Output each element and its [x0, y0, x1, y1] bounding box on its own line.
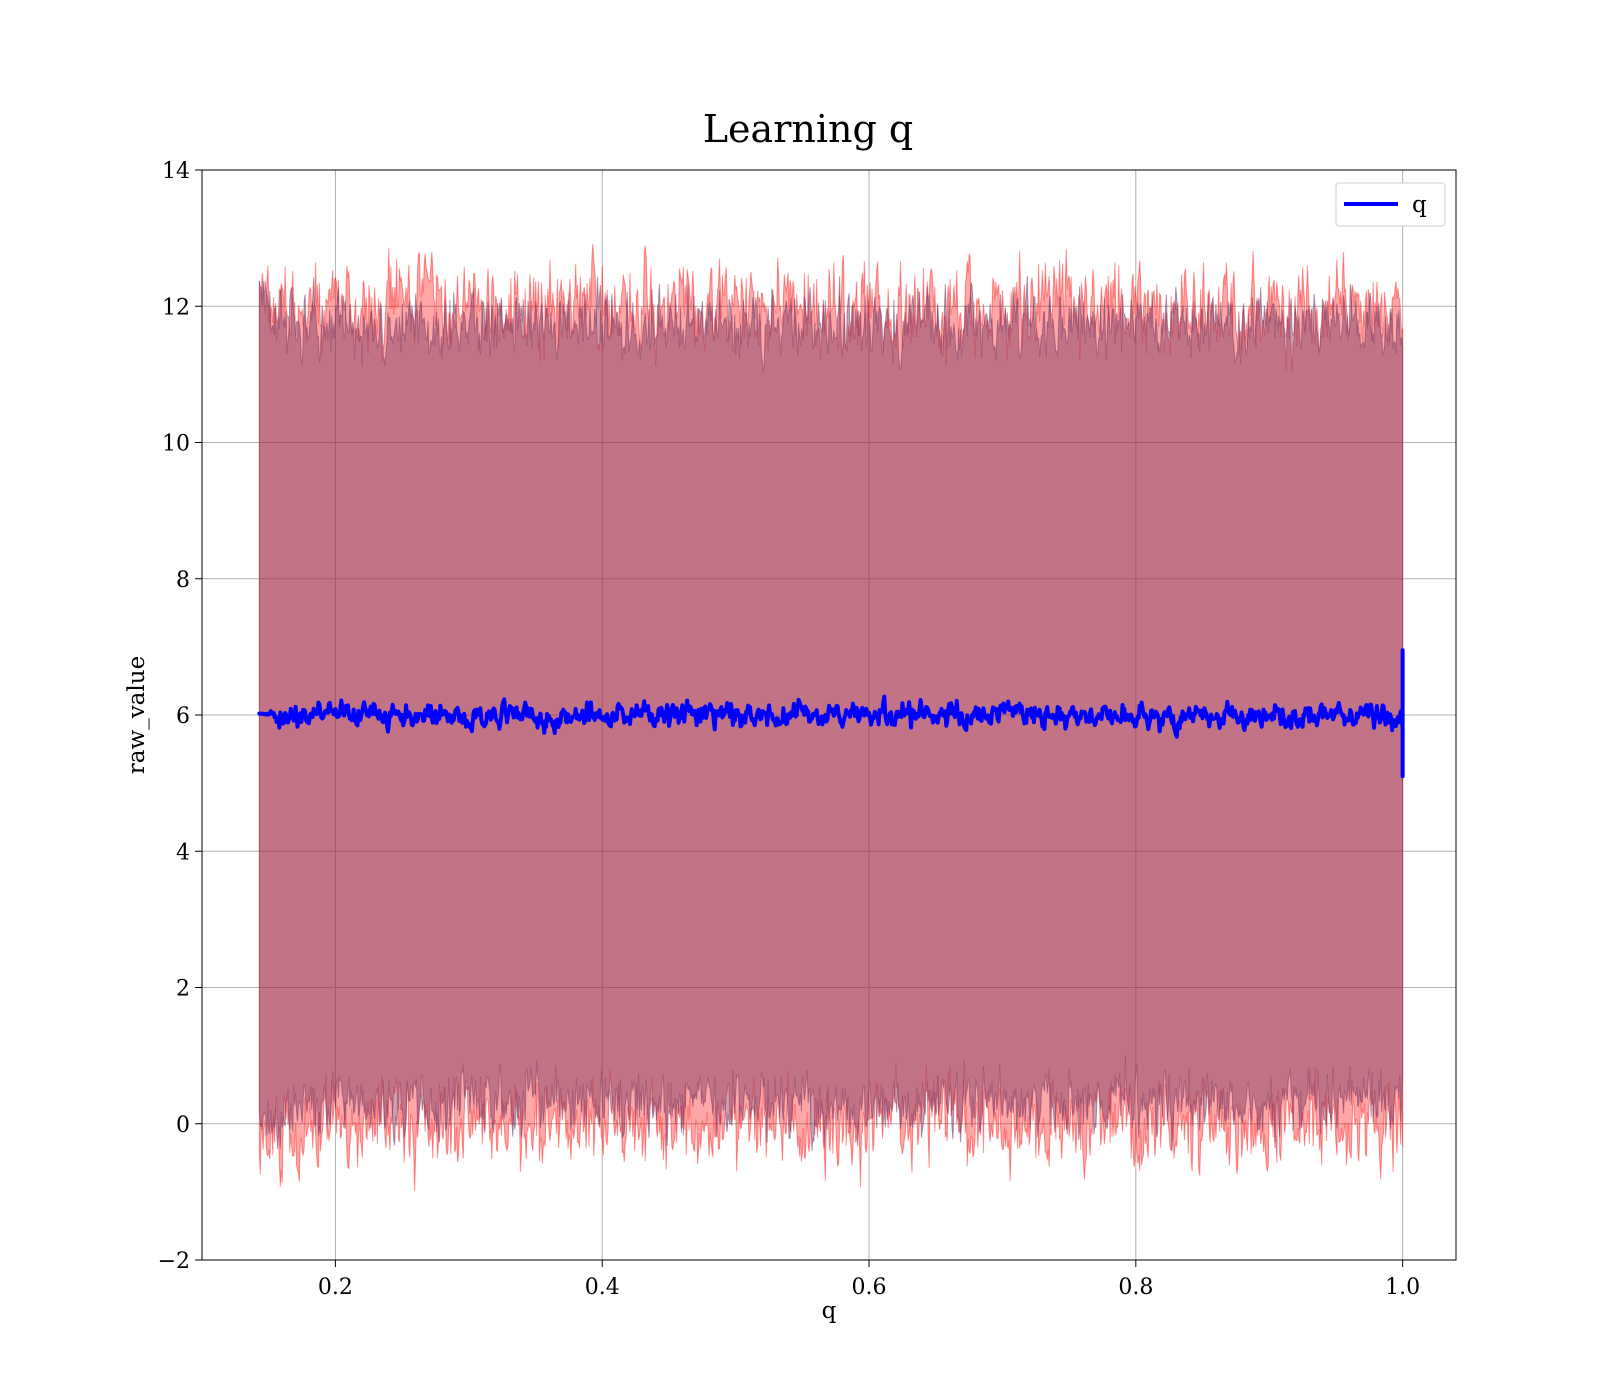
y-tick-label: 0	[176, 1113, 190, 1138]
y-axis-label: raw_value	[124, 656, 150, 774]
bands-layer	[258, 243, 1404, 1191]
y-tick-label: 10	[162, 432, 190, 457]
x-tick-label: 0.2	[318, 1275, 353, 1300]
series-layer	[257, 648, 1405, 779]
legend: q	[1335, 182, 1446, 227]
y-axis-ticks: −2 0 2 4 6 8 10 12 14	[158, 159, 202, 1274]
y-tick-label: 14	[162, 159, 190, 184]
y-tick-label: −2	[158, 1249, 190, 1274]
band-wide-red	[258, 243, 1404, 1191]
legend-label-q: q	[1412, 192, 1427, 218]
x-axis-ticks: 0.2 0.4 0.6 0.8 1.0	[318, 1260, 1420, 1300]
x-tick-label: 0.4	[585, 1275, 620, 1300]
y-tick-label: 2	[176, 977, 190, 1002]
y-tick-label: 12	[162, 295, 190, 320]
y-tick-label: 6	[176, 704, 190, 729]
x-tick-label: 0.8	[1118, 1275, 1153, 1300]
x-tick-label: 0.6	[852, 1275, 887, 1300]
chart-title: Learning q	[703, 107, 913, 151]
plot-area	[201, 169, 1457, 1261]
x-axis-label: q	[822, 1298, 837, 1324]
y-tick-label: 8	[176, 568, 190, 593]
band-narrow-purple	[258, 275, 1404, 1152]
x-tick-label: 1.0	[1385, 1275, 1420, 1300]
series-line-q	[257, 648, 1405, 779]
y-tick-label: 4	[176, 840, 190, 865]
